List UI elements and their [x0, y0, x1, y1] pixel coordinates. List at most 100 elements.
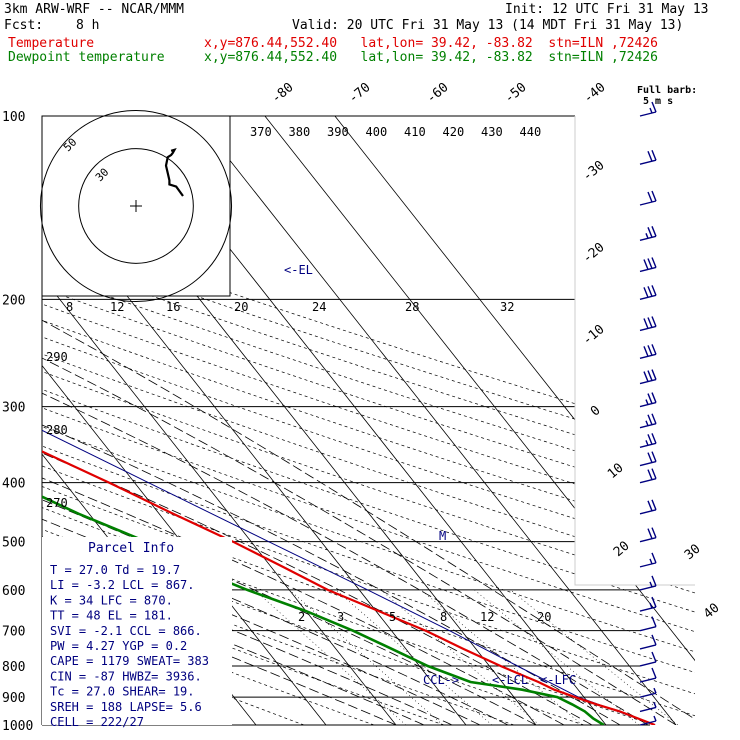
temperature-legend: Temperature — [8, 36, 95, 51]
mixing-ratio-low-label: 12 — [480, 610, 494, 624]
isotherm-label: 40 — [701, 601, 723, 623]
isotherm-label: -30 — [580, 158, 608, 185]
barb-flag — [651, 468, 657, 479]
mixing-ratio-line — [254, 589, 407, 725]
isotherm-label: -60 — [424, 80, 452, 107]
barb-flag — [643, 371, 649, 382]
barb-half-flag — [649, 602, 653, 609]
barb-half-flag — [649, 558, 653, 565]
indices-row: T = 27.0 Td = 19.7 — [50, 563, 180, 577]
indices-row: LI = -3.2 LCL = 867. — [50, 578, 195, 592]
indices-row: CIN = -87 HWBZ= 3936. — [50, 669, 202, 683]
isotherm-line — [194, 116, 677, 725]
m-annotation: M — [439, 529, 446, 543]
wind-barb — [639, 226, 657, 241]
barb-flag — [651, 651, 657, 663]
barb-flag — [647, 370, 653, 381]
dry-adiabat — [42, 116, 695, 725]
wind-barb — [639, 413, 657, 429]
wind-barb — [639, 651, 657, 667]
moist-adiabat — [42, 454, 481, 725]
parcel-trace — [42, 272, 656, 725]
barb-staff — [639, 536, 657, 543]
pressure-label: 800 — [2, 660, 25, 675]
wind-barb — [639, 257, 657, 273]
barb-staff — [639, 644, 657, 650]
barb-flag — [643, 287, 649, 298]
barb-flag — [651, 552, 657, 564]
barb-flag — [647, 452, 653, 463]
indices-row: CAPE = 1179 SWEAT= 383 — [50, 654, 209, 668]
barb-flag — [647, 469, 653, 480]
barb-flag — [651, 344, 657, 355]
barb-staff — [639, 706, 657, 713]
barb-flag — [651, 316, 657, 327]
barb-flag — [647, 191, 653, 203]
moist-adiabat — [42, 324, 593, 725]
barb-staff — [639, 677, 657, 683]
barb-flag — [651, 499, 657, 511]
barb-flag — [651, 101, 657, 113]
pressure-label: 200 — [2, 293, 25, 308]
isotherm-label: 0 — [588, 403, 604, 420]
isotherm-label: -80 — [269, 80, 297, 107]
wind-barb — [639, 715, 657, 726]
barb-staff — [639, 562, 657, 568]
barb-staff — [639, 720, 657, 726]
barb-flag — [647, 317, 653, 328]
wind-barb — [639, 451, 657, 467]
mixing-ratio-line — [335, 589, 493, 725]
forecast-label: Fcst: — [4, 18, 44, 33]
dewpoint-legend: Dewpoint temperature — [8, 50, 165, 65]
valid-time: Valid: 20 UTC Fri 31 May 13 (14 MDT Fri … — [292, 18, 684, 33]
wind-barb — [639, 687, 657, 698]
pressure-label: 1000 — [2, 719, 33, 734]
barb-flag — [651, 226, 657, 237]
wind-barb — [639, 285, 657, 301]
pressure-label: 600 — [2, 584, 25, 599]
wind-barb — [639, 499, 657, 515]
isotherm-label: 30 — [682, 542, 704, 564]
theta-label: 400 — [366, 125, 388, 139]
indices-row: K = 34 LFC = 870. — [50, 593, 173, 607]
moist-adiabat — [42, 298, 649, 725]
barb-flag — [647, 345, 653, 356]
barb-flag — [651, 451, 657, 462]
mixing-ratio-top-label: 32 — [500, 300, 514, 314]
wind-barb — [639, 527, 657, 543]
indices-row: TT = 48 EL = 181. — [50, 609, 173, 623]
barb-staff — [639, 661, 657, 667]
isotherm-line — [42, 116, 397, 725]
barb-flag — [651, 285, 657, 296]
indices-row: CELL = 222/27 — [50, 715, 144, 729]
theta-label: 440 — [520, 125, 542, 139]
dewpoint-point-info: x,y=876.44,552.40 lat,lon= 39.42, -83.82… — [204, 50, 658, 65]
dry-adiabat — [42, 116, 695, 725]
barb-staff — [639, 477, 657, 484]
barb-flag — [651, 616, 657, 627]
pressure-label: 300 — [2, 401, 25, 416]
plot-border — [574, 116, 695, 586]
barb-staff — [639, 111, 657, 117]
isotherm-label: -10 — [580, 322, 608, 349]
wind-barb — [639, 468, 657, 484]
wind-barb — [639, 149, 657, 165]
wind-barb — [639, 575, 657, 591]
ccl-annotation: CCL-> — [423, 673, 459, 687]
wind-barb — [639, 392, 657, 408]
mixing-ratio-top-label: 20 — [234, 300, 248, 314]
barb-flag — [647, 528, 653, 539]
theta-label: 390 — [327, 125, 349, 139]
el-annotation: <-EL — [284, 263, 313, 277]
barb-flag — [647, 393, 653, 404]
wind-barb — [639, 702, 657, 713]
barb-legend-title: Full barb: — [637, 85, 697, 96]
side-theta-label: 270 — [46, 496, 68, 510]
mixing-ratio-top-label: 8 — [66, 300, 73, 314]
side-theta-label: 280 — [46, 423, 68, 437]
temperature-line — [42, 116, 656, 725]
side-theta-label: 290 — [46, 350, 68, 364]
indices-row: SREH = 188 LAPSE= 5.6 — [50, 700, 202, 714]
barb-flag — [651, 667, 657, 679]
